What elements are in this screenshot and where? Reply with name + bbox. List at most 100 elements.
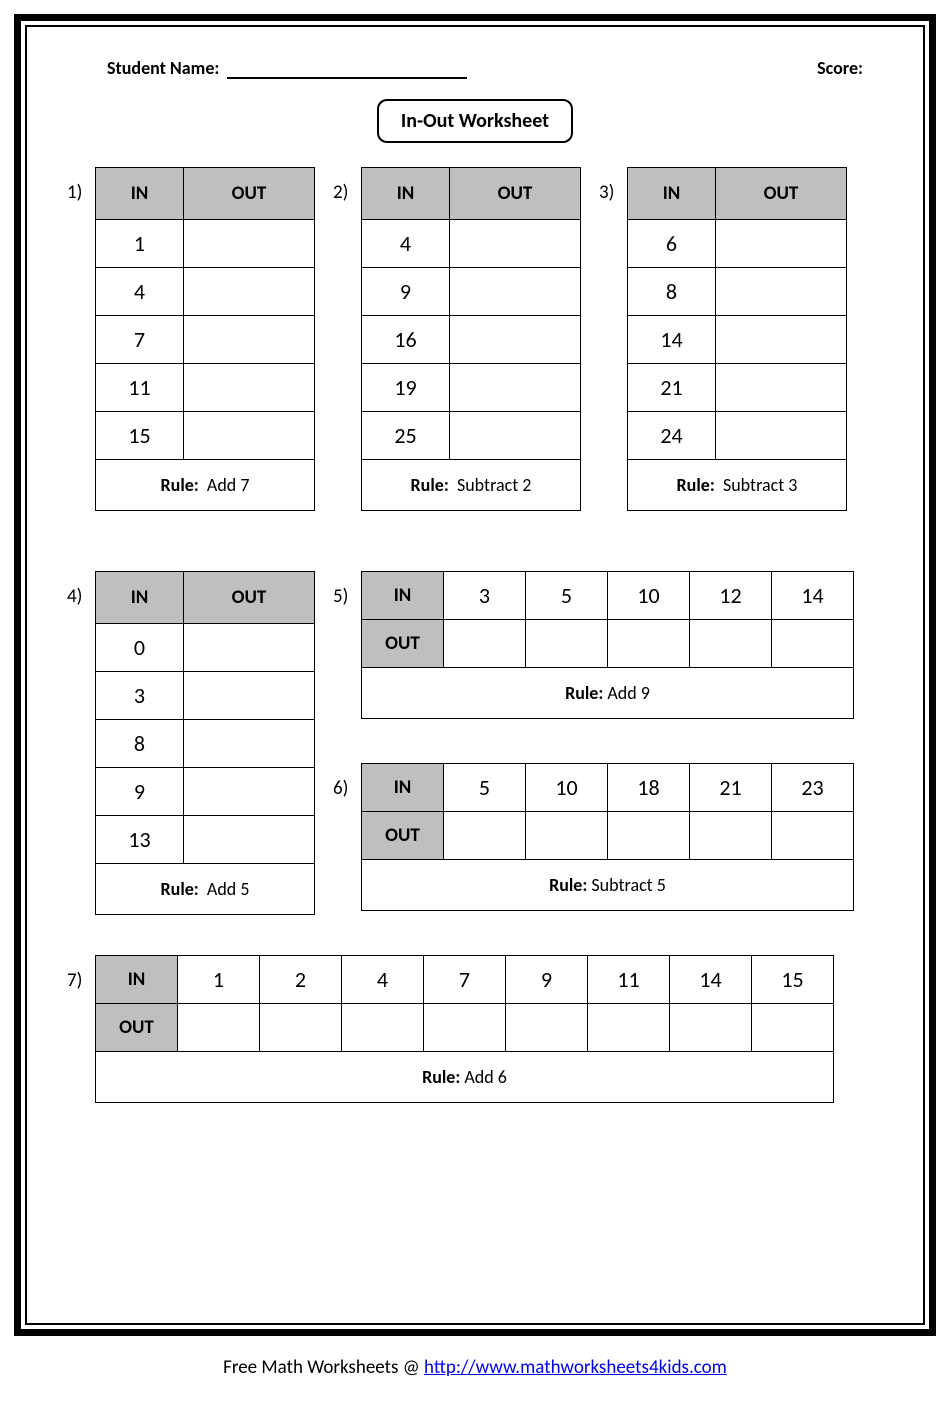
out-blank[interactable] <box>183 672 314 720</box>
out-blank[interactable] <box>715 268 846 316</box>
out-blank[interactable] <box>608 620 690 668</box>
out-blank[interactable] <box>526 620 608 668</box>
out-blank[interactable] <box>715 412 846 460</box>
row-2: 4) INOUT 0 3 8 9 13 Rule: Add 5 5) IN 3 … <box>67 571 883 915</box>
out-blank[interactable] <box>526 812 608 860</box>
out-blank[interactable] <box>183 364 314 412</box>
in-value: 15 <box>752 956 834 1004</box>
in-value: 3 <box>444 572 526 620</box>
in-out-table: INOUT 1 4 7 11 15 Rule: Add 7 <box>95 167 315 511</box>
out-blank[interactable] <box>608 812 690 860</box>
out-blank[interactable] <box>449 412 580 460</box>
out-header: OUT <box>362 620 444 668</box>
out-header: OUT <box>449 168 580 220</box>
in-value: 13 <box>96 816 184 864</box>
rule-label: Rule: <box>161 474 199 496</box>
out-blank[interactable] <box>752 1004 834 1052</box>
in-value: 10 <box>608 572 690 620</box>
problem-number: 3) <box>599 167 627 204</box>
rule-label: Rule: <box>565 682 603 704</box>
out-blank[interactable] <box>183 268 314 316</box>
out-blank[interactable] <box>183 412 314 460</box>
out-blank[interactable] <box>690 620 772 668</box>
out-blank[interactable] <box>588 1004 670 1052</box>
rule-cell: Rule: Subtract 2 <box>362 460 581 511</box>
footer-link[interactable]: http://www.mathworksheets4kids.com <box>424 1356 727 1379</box>
out-blank[interactable] <box>506 1004 588 1052</box>
out-blank[interactable] <box>183 816 314 864</box>
problem-number: 7) <box>67 955 95 992</box>
out-blank[interactable] <box>449 316 580 364</box>
out-blank[interactable] <box>444 812 526 860</box>
rule-cell: Rule: Subtract 5 <box>362 860 854 911</box>
problem-number: 1) <box>67 167 95 204</box>
rule-label: Rule: <box>549 874 587 896</box>
out-blank[interactable] <box>715 364 846 412</box>
problem-number: 5) <box>333 571 361 608</box>
worksheet-title: In-Out Worksheet <box>377 99 573 143</box>
out-blank[interactable] <box>449 268 580 316</box>
in-value: 5 <box>444 764 526 812</box>
out-blank[interactable] <box>342 1004 424 1052</box>
rule-text: Subtract 3 <box>723 474 798 496</box>
in-value: 1 <box>178 956 260 1004</box>
in-value: 18 <box>608 764 690 812</box>
in-value: 24 <box>628 412 716 460</box>
in-value: 6 <box>628 220 716 268</box>
problem-number: 2) <box>333 167 361 204</box>
rule-cell: Rule: Add 6 <box>96 1052 834 1103</box>
in-header: IN <box>96 572 184 624</box>
in-out-table-horizontal: IN 5 10 18 21 23 OUT <box>361 763 854 911</box>
rule-cell: Rule: Add 9 <box>362 668 854 719</box>
in-value: 12 <box>690 572 772 620</box>
out-blank[interactable] <box>183 220 314 268</box>
out-blank[interactable] <box>183 720 314 768</box>
score-label: Score: <box>817 57 863 79</box>
in-out-table-horizontal: IN 1 2 4 7 9 11 14 15 OUT Rul <box>95 955 834 1103</box>
rule-text: Add 5 <box>207 878 250 900</box>
in-value: 7 <box>424 956 506 1004</box>
rule-label: Rule: <box>161 878 199 900</box>
row-1: 1) INOUT 1 4 7 11 15 Rule: Add 7 2) INOU… <box>67 167 883 511</box>
out-header: OUT <box>715 168 846 220</box>
rule-text: Add 9 <box>607 682 650 704</box>
in-value: 2 <box>260 956 342 1004</box>
out-header: OUT <box>362 812 444 860</box>
in-value: 15 <box>96 412 184 460</box>
in-value: 3 <box>96 672 184 720</box>
out-blank[interactable] <box>183 316 314 364</box>
in-value: 14 <box>772 572 854 620</box>
out-blank[interactable] <box>183 624 314 672</box>
rule-text: Subtract 2 <box>457 474 532 496</box>
out-blank[interactable] <box>690 812 772 860</box>
problem-3: 3) INOUT 6 8 14 21 24 Rule: Subtract 3 <box>599 167 847 511</box>
out-blank[interactable] <box>444 620 526 668</box>
out-blank[interactable] <box>183 768 314 816</box>
out-blank[interactable] <box>670 1004 752 1052</box>
out-blank[interactable] <box>178 1004 260 1052</box>
out-blank[interactable] <box>715 220 846 268</box>
rule-label: Rule: <box>411 474 449 496</box>
out-blank[interactable] <box>260 1004 342 1052</box>
out-blank[interactable] <box>449 220 580 268</box>
problem-1: 1) INOUT 1 4 7 11 15 Rule: Add 7 <box>67 167 315 511</box>
rule-cell: Rule: Subtract 3 <box>628 460 847 511</box>
student-name-line[interactable] <box>227 77 467 79</box>
rule-text: Add 6 <box>464 1066 507 1088</box>
out-blank[interactable] <box>772 812 854 860</box>
footer: Free Math Worksheets @ http://www.mathwo… <box>0 1350 950 1391</box>
out-header: OUT <box>183 572 314 624</box>
rule-text: Add 7 <box>207 474 250 496</box>
in-value: 4 <box>362 220 450 268</box>
out-blank[interactable] <box>715 316 846 364</box>
out-blank[interactable] <box>772 620 854 668</box>
in-value: 10 <box>526 764 608 812</box>
rule-label: Rule: <box>677 474 715 496</box>
problem-7: 7) IN 1 2 4 7 9 11 14 15 OUT <box>67 955 883 1103</box>
out-blank[interactable] <box>424 1004 506 1052</box>
out-blank[interactable] <box>449 364 580 412</box>
header-row: Student Name: Score: <box>67 57 883 79</box>
out-header: OUT <box>96 1004 178 1052</box>
in-value: 21 <box>690 764 772 812</box>
in-value: 14 <box>670 956 752 1004</box>
